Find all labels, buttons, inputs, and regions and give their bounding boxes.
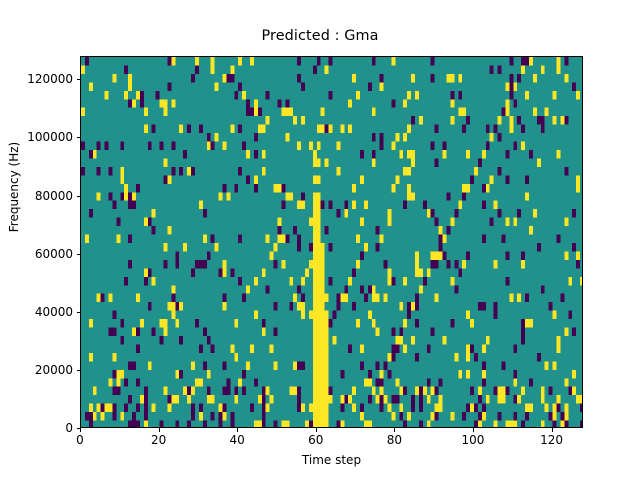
heatmap-axes xyxy=(80,56,583,428)
y-tick-label: 40000 xyxy=(34,304,73,319)
y-tick-mark xyxy=(76,428,80,430)
y-axis-label: Frequency (Hz) xyxy=(7,141,21,233)
x-tick-mark xyxy=(551,428,553,432)
y-tick-mark xyxy=(76,137,80,139)
x-tick-label: 20 xyxy=(150,433,167,447)
x-tick-label: 40 xyxy=(229,433,245,447)
chart-title: Predicted : Gma xyxy=(261,28,379,44)
x-tick-mark xyxy=(158,428,160,432)
y-tick-mark xyxy=(76,79,80,81)
y-tick-label: 0 xyxy=(65,421,73,435)
y-tick-mark xyxy=(76,311,80,313)
heatmap-image xyxy=(81,57,582,427)
x-tick-label: 0 xyxy=(76,433,84,447)
x-tick-mark xyxy=(472,428,475,432)
x-tick-label: 60 xyxy=(308,433,324,447)
y-tick-mark xyxy=(76,195,80,197)
x-tick-mark xyxy=(80,428,82,432)
y-tick-label: 60000 xyxy=(34,246,73,261)
y-tick-label: 100000 xyxy=(27,130,73,145)
y-tick-label: 20000 xyxy=(34,362,73,377)
x-tick-mark xyxy=(237,428,239,432)
x-axis-label: Time step xyxy=(301,453,362,467)
x-tick-label: 100 xyxy=(461,433,485,447)
y-tick-mark xyxy=(76,253,80,255)
x-tick-mark xyxy=(315,428,317,432)
y-tick-mark xyxy=(76,369,80,371)
x-tick-mark xyxy=(394,428,396,432)
y-tick-label: 80000 xyxy=(34,188,73,203)
x-tick-label: 120 xyxy=(540,433,563,447)
y-axis-tick-labels: 0 20000 40000 60000 80000 100000 120000 xyxy=(0,0,73,480)
x-tick-label: 80 xyxy=(386,433,403,447)
y-tick-label: 120000 xyxy=(27,72,73,87)
